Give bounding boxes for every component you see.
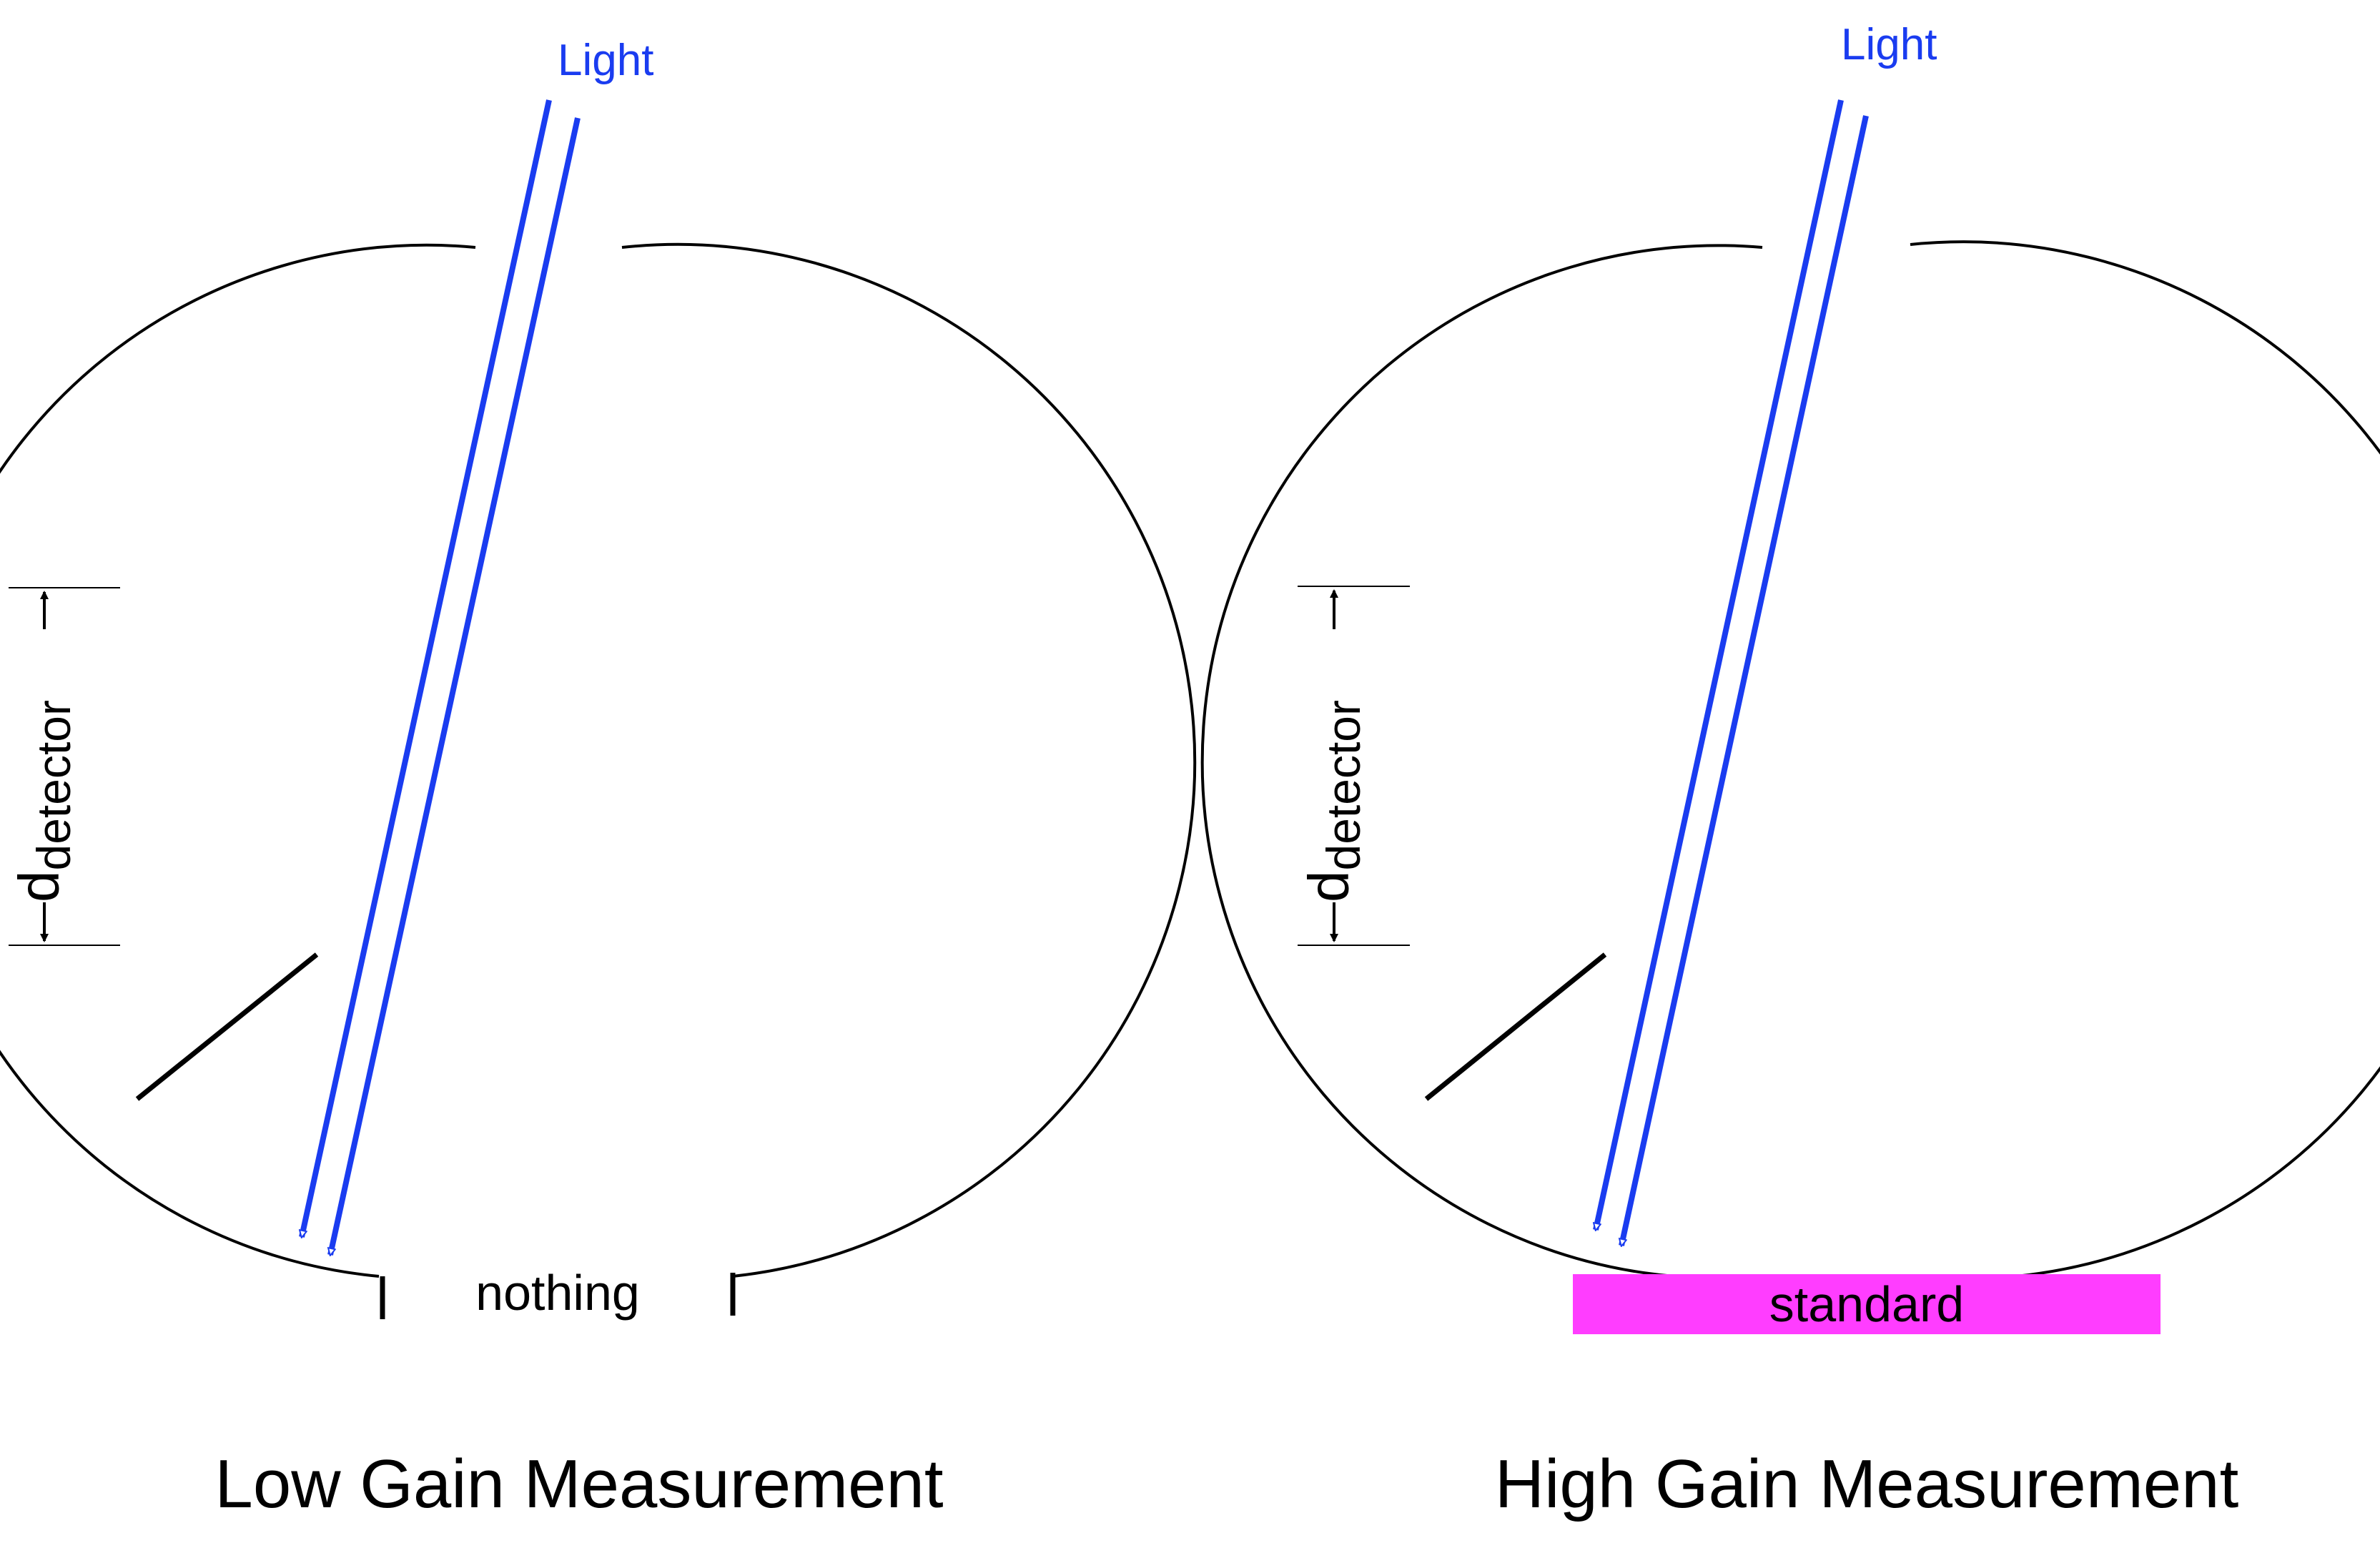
light-beam xyxy=(330,117,581,1255)
low-gain-panel: Light ddetector nothing Low Gain Measure… xyxy=(0,36,1197,1522)
light-beam xyxy=(1596,99,1844,1230)
light-beam xyxy=(1621,115,1869,1246)
sphere-outline xyxy=(1200,244,1763,1278)
standard-sample xyxy=(1573,1274,2161,1334)
sphere-outline xyxy=(1910,240,2380,1278)
port-label: nothing xyxy=(475,1265,640,1321)
sphere-outline xyxy=(621,242,1197,1278)
detector-distance-label: ddetector xyxy=(1297,700,1370,902)
light-label: Light xyxy=(1841,20,1937,69)
standard-label: standard xyxy=(1769,1276,1964,1332)
high-gain-panel: Light ddetector standard High Gain Measu… xyxy=(1200,20,2380,1522)
sphere-outline xyxy=(0,243,476,1278)
panel-caption: High Gain Measurement xyxy=(1495,1446,2238,1522)
panel-caption: Low Gain Measurement xyxy=(214,1446,943,1522)
baffle xyxy=(135,952,319,1101)
light-beam xyxy=(302,99,552,1237)
baffle xyxy=(1424,952,1607,1101)
detector-distance-label: ddetector xyxy=(7,700,80,902)
light-label: Light xyxy=(558,36,653,85)
